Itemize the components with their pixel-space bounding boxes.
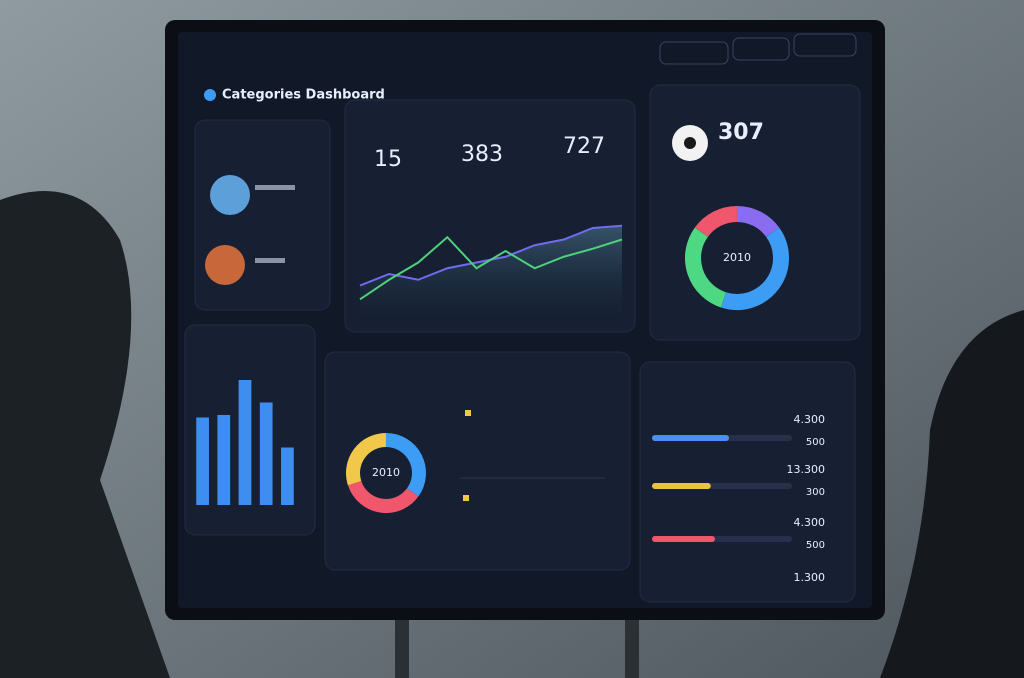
player-avatar bbox=[205, 245, 245, 285]
soccer-stat: 307 bbox=[718, 120, 764, 145]
logo bbox=[204, 89, 216, 101]
bar bbox=[217, 415, 231, 505]
donut-center: 2010 bbox=[723, 251, 751, 264]
progress-total: 4.300 bbox=[794, 413, 826, 426]
player-avatar bbox=[210, 175, 250, 215]
tab[interactable] bbox=[793, 33, 857, 57]
progress-bar bbox=[652, 435, 729, 441]
donut-segment bbox=[346, 433, 387, 486]
placeholder bbox=[255, 185, 295, 190]
bar bbox=[238, 380, 252, 505]
panels bbox=[184, 84, 861, 603]
donut-segment bbox=[720, 227, 789, 310]
progress-total: 13.300 bbox=[787, 463, 826, 476]
donut-segment bbox=[694, 206, 738, 238]
soccer-ball-patch bbox=[684, 137, 696, 149]
stat-value: 383 bbox=[461, 142, 503, 167]
progress-bar bbox=[652, 483, 711, 489]
panel bbox=[639, 361, 856, 603]
line-series bbox=[359, 235, 623, 301]
progress-sub: 500 bbox=[806, 437, 825, 448]
bar bbox=[281, 447, 294, 505]
tab[interactable] bbox=[732, 37, 790, 61]
progress-sub: 300 bbox=[806, 487, 825, 498]
dashboard-title: Categories Dashboard bbox=[222, 88, 385, 103]
tab[interactable] bbox=[659, 41, 729, 65]
donut-segment bbox=[347, 480, 419, 513]
donut-segment bbox=[385, 433, 426, 497]
progress-sub: 500 bbox=[806, 540, 825, 551]
panel bbox=[324, 351, 631, 571]
person-right bbox=[880, 310, 1024, 678]
donut-segment bbox=[736, 206, 780, 238]
stat-value: 727 bbox=[563, 134, 605, 159]
bar bbox=[259, 402, 273, 505]
person-left bbox=[0, 191, 170, 678]
stat-value: 15 bbox=[374, 147, 402, 172]
progress-total: 4.300 bbox=[794, 516, 826, 529]
progress-total: 1.300 bbox=[794, 571, 826, 584]
legend-swatch bbox=[465, 410, 471, 416]
donut-segment bbox=[685, 227, 727, 308]
line-area bbox=[360, 225, 622, 320]
bar bbox=[196, 417, 209, 505]
donut-center: 2010 bbox=[372, 466, 400, 479]
progress-bar bbox=[652, 536, 715, 542]
placeholder bbox=[255, 258, 285, 263]
legend-swatch bbox=[463, 495, 469, 501]
